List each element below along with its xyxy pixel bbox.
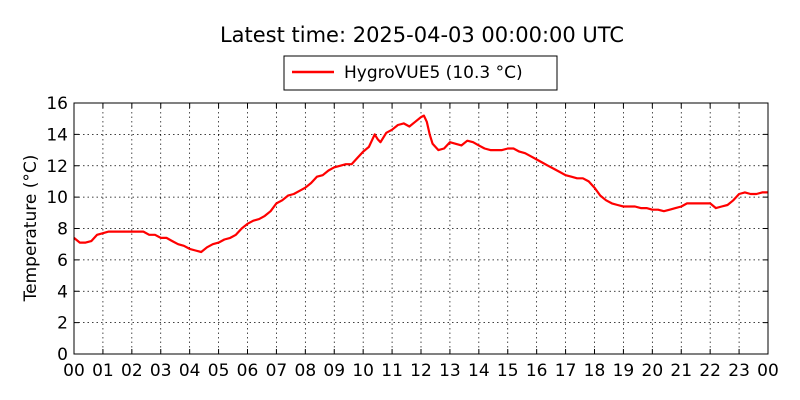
legend-label: HygroVUE5 (10.3 °C) — [344, 63, 523, 83]
x-tick-label: 00 — [757, 361, 779, 381]
x-tick-label: 19 — [613, 361, 635, 381]
y-tick-label: 4 — [57, 282, 68, 302]
x-tick-label: 16 — [526, 361, 548, 381]
x-tick-label: 01 — [92, 361, 114, 381]
x-tick-label: 04 — [179, 361, 201, 381]
x-tick-label: 00 — [63, 361, 85, 381]
x-tick-label: 03 — [150, 361, 172, 381]
series-line-hygrovue5 — [73, 114, 768, 254]
x-tick-labels: 00 01 02 03 04 05 06 07 08 09 10 11 12 13 14 15 16 17 18 19… — [63, 361, 779, 381]
y-tick-label: 10 — [46, 188, 68, 208]
series-layer — [73, 114, 768, 254]
x-tick-label: 13 — [439, 361, 461, 381]
tick-marks — [73, 102, 769, 355]
x-tick-label: 02 — [121, 361, 143, 381]
legend: HygroVUE5 (10.3 °C) — [283, 55, 558, 91]
y-tick-label: 8 — [57, 220, 68, 240]
y-tick-label: 12 — [46, 157, 68, 177]
x-tick-label: 15 — [497, 361, 519, 381]
x-tick-label: 05 — [208, 361, 230, 381]
x-tick-label: 20 — [642, 361, 664, 381]
x-tick-label: 06 — [237, 361, 259, 381]
y-tick-label: 0 — [57, 345, 68, 365]
x-tick-label: 07 — [266, 361, 288, 381]
x-tick-label: 11 — [381, 361, 403, 381]
x-tick-label: 08 — [295, 361, 317, 381]
grid-lines — [74, 103, 768, 354]
x-tick-label: 12 — [410, 361, 432, 381]
y-tick-label: 6 — [57, 251, 68, 271]
y-tick-label: 2 — [57, 314, 68, 334]
y-tick-label: 14 — [46, 125, 68, 145]
x-tick-label: 21 — [670, 361, 692, 381]
x-tick-label: 18 — [584, 361, 606, 381]
x-tick-label: 17 — [555, 361, 577, 381]
x-tick-label: 22 — [699, 361, 721, 381]
y-tick-labels: 0 2 4 6 8 10 12 14 16 — [46, 94, 68, 365]
y-axis-label: Temperature (°C) — [21, 155, 41, 303]
x-tick-label: 10 — [352, 361, 374, 381]
x-tick-label: 09 — [323, 361, 345, 381]
x-tick-label: 14 — [468, 361, 490, 381]
chart-title: Latest time: 2025-04-03 00:00:00 UTC — [220, 23, 624, 47]
y-tick-label: 16 — [46, 94, 68, 114]
x-tick-label: 23 — [728, 361, 750, 381]
